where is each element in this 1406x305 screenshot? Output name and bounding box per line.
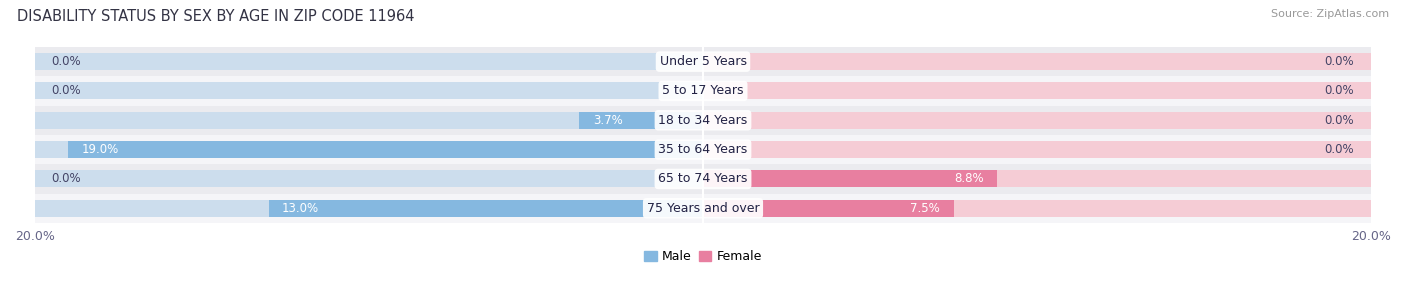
Bar [35,141,703,158]
Bar [35,200,703,217]
Text: Source: ZipAtlas.com: Source: ZipAtlas.com [1271,9,1389,19]
Bar [35,194,1371,223]
Text: 75 Years and over: 75 Years and over [647,202,759,215]
Bar [703,170,1371,188]
Bar [703,170,997,188]
Text: 0.0%: 0.0% [52,84,82,98]
Legend: Male, Female: Male, Female [640,245,766,268]
Bar [35,53,703,70]
Bar [35,164,1371,194]
Bar [579,112,703,129]
Bar [35,135,1371,164]
Text: 0.0%: 0.0% [1324,84,1354,98]
Bar [35,76,1371,106]
Text: 0.0%: 0.0% [1324,55,1354,68]
Bar [703,53,1371,70]
Text: 65 to 74 Years: 65 to 74 Years [658,172,748,185]
Bar [35,82,703,99]
Bar [703,112,1371,129]
Text: 0.0%: 0.0% [1324,114,1354,127]
Bar [703,200,1371,217]
Text: 0.0%: 0.0% [1324,143,1354,156]
Bar [703,82,1371,99]
Text: 18 to 34 Years: 18 to 34 Years [658,114,748,127]
Text: 35 to 64 Years: 35 to 64 Years [658,143,748,156]
Text: 8.8%: 8.8% [953,172,984,185]
Bar [69,141,703,158]
Text: 13.0%: 13.0% [283,202,319,215]
Text: 0.0%: 0.0% [52,172,82,185]
Bar [703,141,1371,158]
Text: 0.0%: 0.0% [52,55,82,68]
Text: 19.0%: 19.0% [82,143,120,156]
Bar [269,200,703,217]
Bar [35,106,1371,135]
Bar [35,47,1371,76]
Text: 3.7%: 3.7% [593,114,623,127]
Text: 5 to 17 Years: 5 to 17 Years [662,84,744,98]
Text: Under 5 Years: Under 5 Years [659,55,747,68]
Bar [703,200,953,217]
Bar [35,170,703,188]
Bar [35,112,703,129]
Text: DISABILITY STATUS BY SEX BY AGE IN ZIP CODE 11964: DISABILITY STATUS BY SEX BY AGE IN ZIP C… [17,9,415,24]
Text: 7.5%: 7.5% [911,202,941,215]
